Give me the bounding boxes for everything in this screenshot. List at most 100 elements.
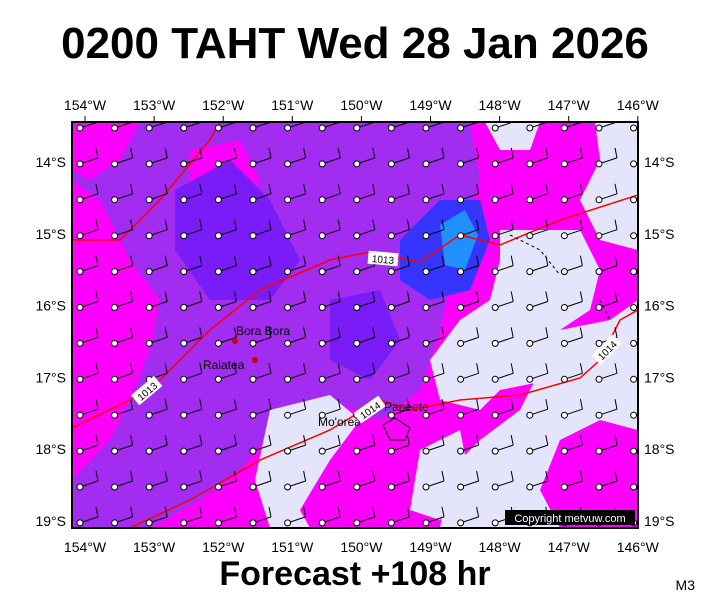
- latitude-label: 19°S: [35, 513, 66, 529]
- barb-station: [595, 411, 603, 419]
- barb-station: [457, 339, 465, 347]
- barb-station: [491, 196, 499, 204]
- barb-station: [526, 196, 534, 204]
- barb-station: [249, 196, 257, 204]
- copyright-box: [505, 510, 635, 525]
- barb-station: [284, 519, 292, 527]
- barb-station: [387, 160, 395, 168]
- barb-flag: [130, 399, 134, 410]
- barb-station: [180, 160, 188, 168]
- barb-station: [526, 124, 534, 132]
- barb-station: [353, 304, 361, 311]
- barb-station: [111, 196, 119, 204]
- barb-station: [422, 375, 430, 383]
- field-light: [430, 230, 638, 528]
- barb-station: [145, 124, 153, 132]
- barb-station: [249, 160, 257, 168]
- barb-flag: [303, 506, 307, 517]
- barb-station: [111, 232, 119, 240]
- barb-station: [630, 124, 638, 132]
- barb-flag: [579, 219, 583, 230]
- barb-station: [284, 375, 292, 383]
- barb-flag: [268, 506, 272, 517]
- barb-station: [318, 339, 326, 347]
- barb-flag: [476, 147, 480, 158]
- barb-station: [284, 124, 292, 132]
- barb-flag: [233, 219, 237, 230]
- barb-station: [422, 160, 430, 168]
- barb-flag: [441, 327, 445, 338]
- longitude-label: 153°W: [133, 97, 176, 113]
- barb-flag: [268, 327, 272, 338]
- barb-station: [560, 483, 568, 491]
- barb-flag: [476, 291, 480, 302]
- barb-flag: [579, 291, 583, 302]
- barb-flag: [199, 506, 203, 517]
- barb-station: [422, 411, 430, 419]
- isobar-label-box: [353, 395, 386, 424]
- barb-flag: [130, 435, 134, 446]
- barb-flag: [441, 255, 445, 266]
- barb-flag: [337, 291, 341, 302]
- barb-flag: [339, 122, 341, 123]
- barb-station: [560, 304, 568, 311]
- barb-flag: [579, 147, 583, 158]
- longitude-label: 148°W: [479, 97, 522, 113]
- barb-station: [249, 124, 257, 132]
- barb-station: [491, 483, 499, 491]
- barb-station: [249, 519, 257, 527]
- barb-flag: [164, 399, 168, 410]
- barb-flag: [130, 506, 134, 517]
- barb-station: [111, 411, 119, 419]
- barb-flag: [406, 255, 410, 266]
- barb-flag: [235, 122, 237, 123]
- barb-station: [318, 232, 326, 240]
- barb-station: [145, 160, 153, 168]
- barb-station: [491, 411, 499, 419]
- barb-station: [526, 304, 534, 311]
- barb-station: [76, 232, 84, 240]
- isobar-label-box: [367, 250, 399, 267]
- barb-station: [284, 304, 292, 311]
- dashed-contour: [509, 234, 611, 321]
- barb-station: [318, 519, 326, 527]
- barb-flag: [372, 219, 376, 230]
- barb-flag: [130, 470, 134, 482]
- barb-flag: [199, 147, 203, 158]
- barb-flag: [650, 327, 652, 337]
- longitude-label: 146°W: [617, 97, 660, 113]
- barb-flag: [164, 219, 168, 230]
- barb-station: [630, 375, 638, 383]
- longitude-label: 146°W: [617, 539, 660, 555]
- barb-station: [560, 375, 568, 383]
- barb-station: [422, 232, 430, 240]
- barb-flag: [303, 363, 307, 374]
- barb-flag: [95, 291, 99, 302]
- barb-station: [353, 447, 361, 455]
- latitude-label: 19°S: [644, 513, 675, 529]
- barb-flag: [510, 363, 514, 374]
- barb-flag: [130, 219, 134, 230]
- barb-station: [560, 160, 568, 168]
- barb-station: [76, 268, 84, 276]
- barb-station: [180, 411, 188, 419]
- barb-station: [76, 411, 84, 419]
- barb-flag: [545, 399, 549, 410]
- barb-station: [491, 124, 499, 132]
- barb-flag: [441, 291, 445, 302]
- barb-station: [491, 304, 499, 311]
- barb-station: [111, 447, 119, 455]
- barb-station: [318, 304, 326, 311]
- barb-flag: [614, 219, 618, 230]
- barb-station: [526, 375, 534, 383]
- barb-flag: [164, 327, 168, 338]
- barb-station: [387, 447, 395, 455]
- longitude-label: 153°W: [133, 539, 176, 555]
- barb-flag: [408, 122, 410, 123]
- barb-flag: [233, 147, 237, 158]
- barb-flag: [650, 256, 652, 266]
- barb-station: [353, 160, 361, 168]
- barb-flag: [476, 363, 480, 374]
- barb-station: [387, 124, 395, 132]
- barb-flag: [233, 399, 237, 410]
